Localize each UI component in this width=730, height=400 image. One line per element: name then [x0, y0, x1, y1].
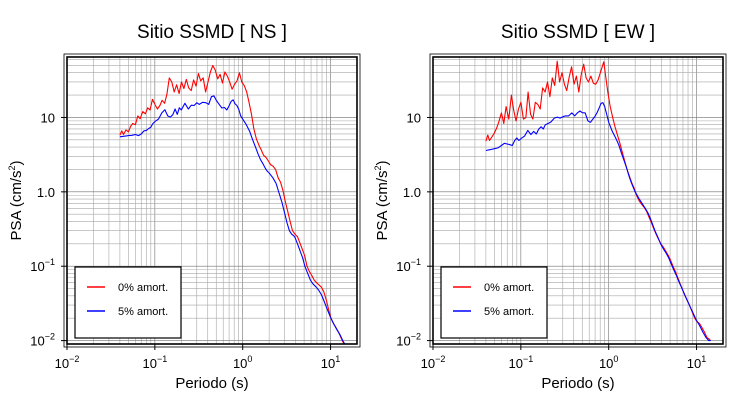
text-part: −1 [45, 257, 55, 267]
y-tick-label: 10−2 [30, 332, 55, 349]
text-part: 0% amort. [118, 282, 168, 294]
x-tick-label: 101 [321, 354, 340, 371]
x-tick-label: 10−1 [508, 354, 533, 371]
y-tick-label: 10−2 [396, 332, 421, 349]
legend-label-amort-5: 5% amort. [118, 306, 168, 318]
text-part: 10 [30, 334, 44, 349]
text-part: 0 [613, 354, 618, 364]
text-part: 10 [396, 334, 410, 349]
text-part: 10 [407, 110, 421, 125]
text-part: Periodo (s) [541, 375, 614, 392]
legend-label-amort-0: 0% amort. [118, 282, 168, 294]
text-part: −2 [435, 354, 445, 364]
x-tick-label: 101 [687, 354, 706, 371]
y-tick-label: 10 [407, 110, 421, 125]
text-part: PSA (cm/s [374, 171, 391, 241]
y-axis-label: PSA (cm/s2) [7, 160, 25, 240]
text-part: Sitio SSMD [ NS ] [137, 22, 287, 43]
text-part: 10 [41, 110, 55, 125]
plot-frame-outer [63, 53, 361, 348]
chart-title: Sitio SSMD [ EW ] [501, 22, 655, 43]
x-tick-label: 10−2 [55, 354, 80, 371]
y-tick-label: 10 [41, 110, 55, 125]
text-part: 0% amort. [484, 282, 534, 294]
text-part: −1 [523, 354, 533, 364]
grid [432, 57, 724, 345]
text-part: 10 [687, 356, 701, 371]
text-part: 1 [701, 354, 706, 364]
legend-label-amort-0: 0% amort. [484, 282, 534, 294]
text-part: ) [374, 160, 391, 165]
text-part: −2 [45, 332, 55, 342]
plot-frame [66, 56, 358, 345]
x-axis-label: Periodo (s) [175, 375, 248, 392]
x-axis-label: Periodo (s) [541, 375, 614, 392]
text-part: 5% amort. [484, 306, 534, 318]
text-part: PSA (cm/s [8, 171, 25, 241]
text-part: 10 [321, 356, 335, 371]
series-line-amort-5 [485, 102, 711, 342]
text-part: 10 [55, 356, 69, 371]
x-tick-label: 100 [233, 354, 252, 371]
text-part: 2 [7, 165, 17, 170]
text-part: 0 [247, 354, 252, 364]
x-tick-label: 100 [599, 354, 618, 371]
text-part: −1 [411, 257, 421, 267]
text-part: 1.0 [403, 185, 421, 200]
y-tick-label: 1.0 [403, 185, 421, 200]
x-tick-label: 10−1 [142, 354, 167, 371]
legend-box [440, 266, 548, 339]
x-tick-label: 10−2 [421, 354, 446, 371]
text-part: 2 [373, 165, 383, 170]
text-part: 10 [233, 356, 247, 371]
text-part: 10 [142, 356, 156, 371]
text-part: 10 [421, 356, 435, 371]
text-part: −2 [411, 332, 421, 342]
plot-frame-outer [429, 53, 727, 348]
text-part: Periodo (s) [175, 375, 248, 392]
y-tick-label: 10−1 [30, 257, 55, 274]
text-part: 1 [335, 354, 340, 364]
text-part: 10 [30, 259, 44, 274]
y-tick-label: 1.0 [37, 185, 55, 200]
chart-title: Sitio SSMD [ NS ] [137, 22, 287, 43]
text-part: 1.0 [37, 185, 55, 200]
legend-box [74, 266, 182, 339]
y-axis-label: PSA (cm/s2) [373, 160, 391, 240]
legend-label-amort-5: 5% amort. [484, 306, 534, 318]
text-part: 10 [396, 259, 410, 274]
y-tick-label: 10−1 [396, 257, 421, 274]
legend: 0% amort. 5% amort. [440, 266, 548, 339]
plot-frame [432, 56, 724, 345]
series-line-amort-5 [119, 95, 346, 345]
text-part: ) [8, 160, 25, 165]
text-part: 10 [599, 356, 613, 371]
text-part: 10 [508, 356, 522, 371]
series-line-amort-0 [119, 64, 346, 345]
series-line-amort-0 [485, 60, 712, 341]
text-part: Sitio SSMD [ EW ] [501, 22, 655, 43]
text-part: −2 [69, 354, 79, 364]
legend: 0% amort. 5% amort. [74, 266, 182, 339]
text-part: −1 [157, 354, 167, 364]
text-part: 5% amort. [118, 306, 168, 318]
